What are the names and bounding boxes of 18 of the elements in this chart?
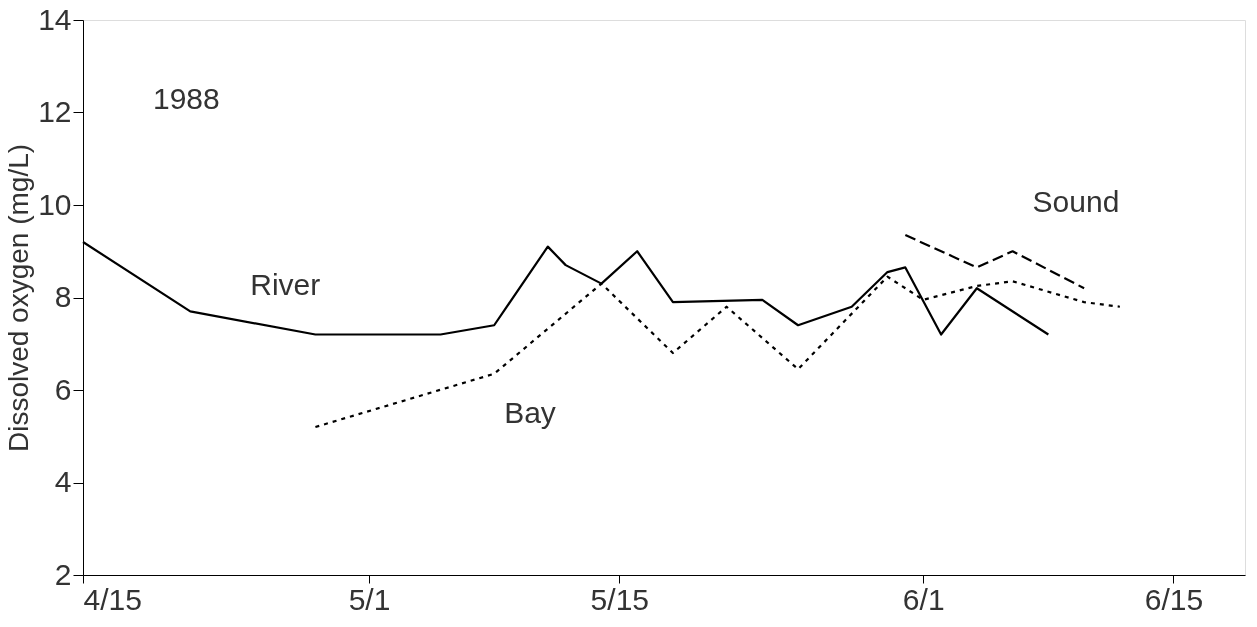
y-tick-label: 12 <box>38 95 72 128</box>
series-label: Bay <box>504 395 556 429</box>
series-label: Sound <box>1032 185 1120 219</box>
y-tick-label: 14 <box>38 2 72 36</box>
x-tick-label: 5/15 <box>590 582 649 616</box>
y-tick-label: 10 <box>38 187 72 221</box>
annotation: 1988 <box>153 82 220 115</box>
series-label: River <box>250 268 321 302</box>
y-tick-label: 4 <box>54 465 72 498</box>
y-axis-title: Dissolved oxygen (mg/L) <box>3 143 35 453</box>
x-tick-label: 6/15 <box>1144 582 1204 616</box>
y-tick-label: 6 <box>54 372 72 406</box>
x-tick-label: 6/1 <box>902 582 945 616</box>
y-tick-label: 8 <box>54 280 72 313</box>
y-tick-label: 2 <box>54 557 72 591</box>
x-tick-label: 5/1 <box>348 582 391 616</box>
x-tick-label: 4/15 <box>83 582 142 616</box>
line-series <box>904 233 1086 290</box>
